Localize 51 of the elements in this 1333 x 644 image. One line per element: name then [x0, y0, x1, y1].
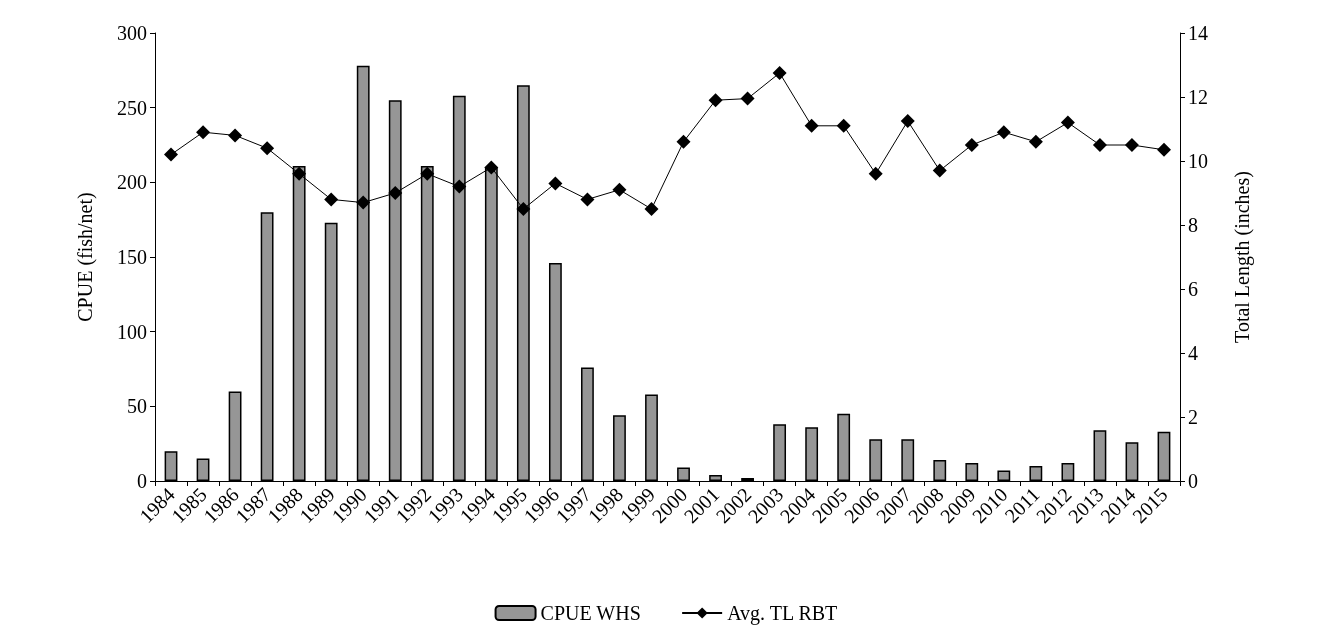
- y2-axis-title: Total Length (inches): [1231, 171, 1254, 343]
- point: [1124, 138, 1139, 152]
- point: [580, 192, 595, 207]
- point: [484, 160, 499, 175]
- point: [164, 147, 179, 162]
- point: [644, 202, 659, 216]
- legend-label: Avg. TL RBT: [727, 602, 838, 625]
- point: [1028, 134, 1043, 149]
- point: [388, 186, 403, 200]
- point: [324, 192, 339, 207]
- y2-tick-label: 14: [1188, 22, 1208, 44]
- point: [804, 118, 819, 133]
- point: [740, 91, 755, 106]
- point: [420, 166, 435, 181]
- y-tick-label: 200: [117, 171, 147, 194]
- point: [548, 176, 563, 191]
- y-tick-label: 150: [117, 246, 147, 268]
- y-axis-title: CPUE (fish/net): [74, 192, 97, 322]
- y2-tick-label: 8: [1188, 214, 1198, 236]
- y2-tick-label: 12: [1188, 86, 1208, 108]
- point: [708, 93, 723, 108]
- y2-tick-label: 10: [1188, 150, 1208, 172]
- point: [1156, 142, 1171, 157]
- point: [1092, 138, 1107, 152]
- point: [868, 166, 883, 181]
- point: [516, 202, 531, 216]
- y2-tick-label: 6: [1188, 278, 1198, 300]
- point: [964, 138, 979, 152]
- point: [452, 179, 467, 194]
- y2-tick-label: 2: [1188, 406, 1198, 428]
- point: [260, 141, 275, 156]
- point: [996, 125, 1011, 140]
- point: [292, 166, 307, 181]
- point: [228, 128, 243, 143]
- point: [932, 163, 947, 178]
- legend-label: CPUE WHS: [540, 602, 641, 624]
- y-tick-label: 50: [127, 395, 147, 418]
- y-tick-label: 100: [117, 320, 147, 343]
- y-tick-label: 0: [137, 470, 147, 492]
- point: [836, 118, 851, 133]
- point: [1060, 115, 1075, 130]
- y-tick-label: 300: [117, 22, 147, 44]
- y2-tick-label: 4: [1188, 342, 1198, 364]
- point: [612, 182, 627, 197]
- point: [196, 125, 211, 140]
- point: [772, 66, 787, 80]
- point: [356, 195, 371, 210]
- y2-tick-label: 0: [1188, 470, 1198, 492]
- y-tick-label: 250: [117, 96, 147, 119]
- point: [900, 114, 915, 128]
- point: [676, 134, 691, 149]
